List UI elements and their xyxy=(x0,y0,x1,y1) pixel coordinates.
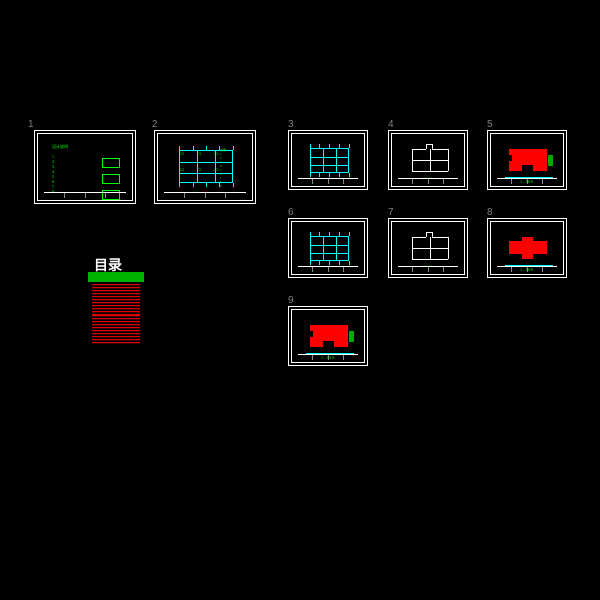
sheet-number: 9 xyxy=(288,295,294,306)
drawing-sheet[interactable]: ——— xyxy=(388,218,468,278)
drawing-sheet[interactable]: · · · · xyxy=(288,130,368,190)
drawing-sheet[interactable]: 设计说明 1. 2. 3. 4. 5. 6. 7. 8. xyxy=(34,130,136,204)
sheet-number: 4 xyxy=(388,119,394,130)
sheet-number: 8 xyxy=(487,207,493,218)
sheet-number: 6 xyxy=(288,207,294,218)
cad-model-view[interactable]: 目录 1设计说明 1. 2. 3. 4. 5. 6. 7. 8.2· · · ·… xyxy=(0,0,600,600)
sheet-number: 3 xyxy=(288,119,294,130)
sheet-number: 5 xyxy=(487,119,493,130)
drawing-sheet[interactable]: 1:100 xyxy=(288,306,368,366)
drawing-sheet[interactable]: 1:100 xyxy=(487,218,567,278)
drawing-sheet[interactable]: · · · ·▭▭▭▭▭▭说明 1 2 3 4 5 6 7 8 9 xyxy=(154,130,256,204)
sheet-number: 7 xyxy=(388,207,394,218)
drawing-sheet[interactable]: 1:100 xyxy=(487,130,567,190)
toc-rows xyxy=(92,284,140,344)
drawing-sheet[interactable]: ——— xyxy=(388,130,468,190)
drawing-sheet[interactable]: · · · · xyxy=(288,218,368,278)
toc-box xyxy=(88,272,144,346)
sheet-number: 1 xyxy=(28,119,34,130)
sheet-number: 2 xyxy=(152,119,158,130)
